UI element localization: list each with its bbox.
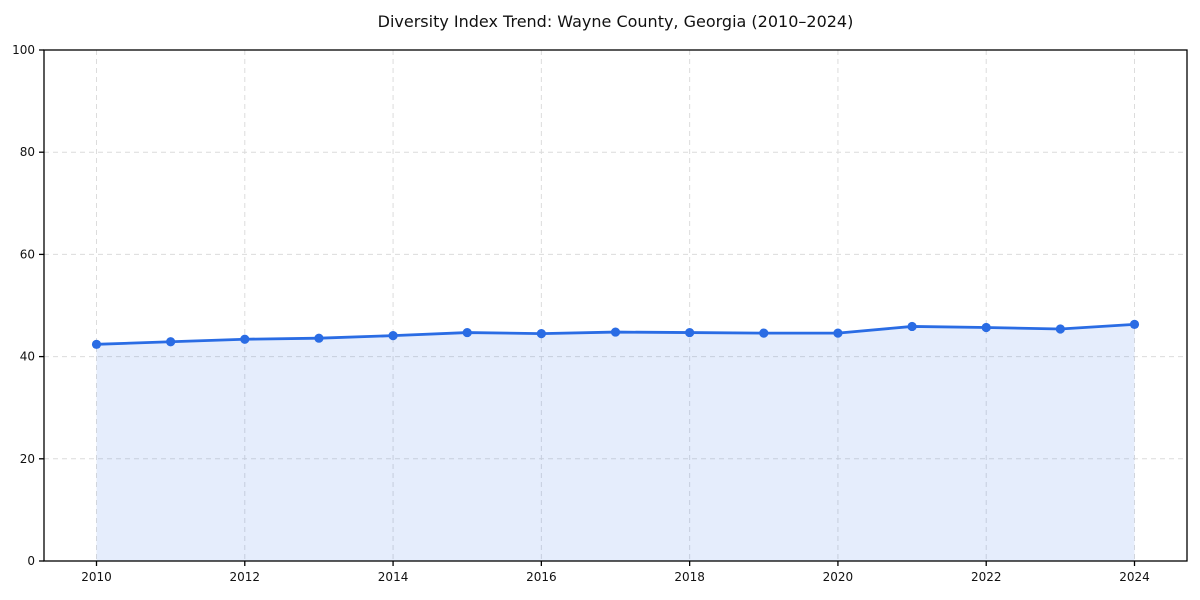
x-tick-label: 2012 <box>230 570 261 584</box>
x-tick-label: 2014 <box>378 570 409 584</box>
data-point-marker <box>1129 319 1140 330</box>
area-fill <box>96 324 1135 561</box>
y-tick-label: 60 <box>20 247 35 261</box>
y-tick-label: 0 <box>27 554 35 568</box>
data-point-marker <box>759 328 769 338</box>
data-point-marker <box>610 327 621 337</box>
y-tick-label: 100 <box>12 43 35 57</box>
data-point-marker <box>166 337 176 347</box>
data-point-marker <box>91 339 102 349</box>
data-point-marker <box>907 321 917 332</box>
data-point-marker <box>240 334 250 344</box>
data-point-marker <box>314 333 324 343</box>
chart-title: Diversity Index Trend: Wayne County, Geo… <box>377 12 854 31</box>
x-tick-label: 2020 <box>823 570 854 584</box>
x-tick-label: 2010 <box>81 570 112 584</box>
x-tick-label: 2022 <box>971 570 1002 584</box>
x-tick-label: 2024 <box>1119 570 1150 584</box>
data-point-marker <box>685 327 695 338</box>
data-point-marker <box>388 331 398 341</box>
data-point-marker <box>833 328 843 338</box>
data-point-marker <box>1055 324 1065 334</box>
x-tick-label: 2018 <box>674 570 705 584</box>
x-tick-label: 2016 <box>526 570 557 584</box>
y-tick-label: 20 <box>20 452 35 466</box>
data-point-marker <box>981 322 991 333</box>
plot-border <box>43 49 1188 562</box>
data-point-marker <box>536 329 546 339</box>
data-point-marker <box>462 327 472 338</box>
y-tick-label: 80 <box>20 145 35 159</box>
y-tick-label: 40 <box>20 350 35 364</box>
